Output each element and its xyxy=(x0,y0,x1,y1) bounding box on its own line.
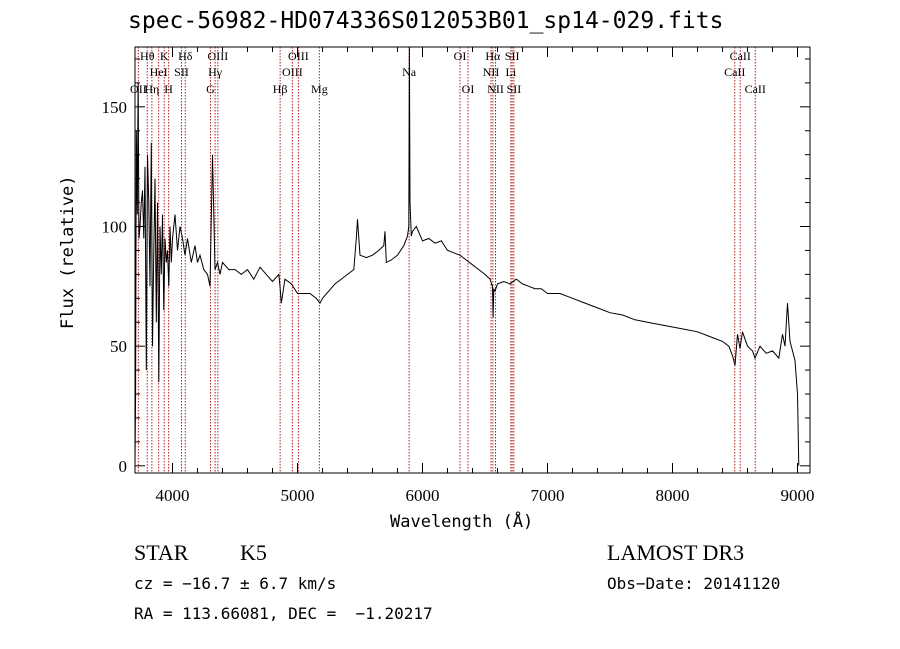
line-label: G xyxy=(206,82,215,96)
y-tick-label: 50 xyxy=(110,337,127,356)
chart-title: spec-56982-HD074336S012053B01_sp14-029.f… xyxy=(128,8,724,34)
x-tick-label: 5000 xyxy=(281,486,315,505)
line-label: OIII xyxy=(288,49,309,63)
y-axis-label: Flux (relative) xyxy=(58,175,78,329)
line-label: CaII xyxy=(724,65,745,79)
line-label: NII xyxy=(487,82,504,96)
survey-name: LAMOST DR3 xyxy=(607,540,745,565)
y-tick-label: 100 xyxy=(102,217,128,236)
line-labels: OIIHθHηHeIKHSIIHδGHγOIIIHβOIIIOIIIMgNaOI… xyxy=(130,49,766,96)
redshift-velocity: cz = −16.7 ± 6.7 km/s xyxy=(134,574,337,593)
x-tick-label: 6000 xyxy=(406,486,440,505)
line-label: SII xyxy=(174,65,189,79)
line-label: OII xyxy=(130,82,147,96)
line-label: NII xyxy=(483,65,500,79)
line-label: CaII xyxy=(730,49,751,63)
line-label: Mg xyxy=(311,82,328,96)
line-label: CaII xyxy=(745,82,766,96)
line-label: OI xyxy=(454,49,467,63)
observation-date: Obs−Date: 20141120 xyxy=(607,574,781,593)
line-label: Hγ xyxy=(208,65,223,79)
line-label: OIII xyxy=(208,49,229,63)
line-label: OIII xyxy=(282,65,303,79)
line-label: SII xyxy=(507,82,522,96)
line-label: H xyxy=(164,82,173,96)
line-label: Li xyxy=(506,65,517,79)
plot-frame xyxy=(134,46,811,474)
object-class: STAR xyxy=(134,540,189,565)
y-axis-ticks: 0 50 100 150 xyxy=(102,58,810,476)
x-tick-label: 9000 xyxy=(781,486,815,505)
x-tick-label: 7000 xyxy=(531,486,565,505)
line-markers xyxy=(137,47,756,473)
spectrum-line xyxy=(134,46,800,466)
line-label: Na xyxy=(402,65,417,79)
line-label: HeI xyxy=(150,65,168,79)
line-label: K xyxy=(160,49,169,63)
object-subclass: K5 xyxy=(240,540,267,565)
x-tick-label: 8000 xyxy=(656,486,690,505)
x-axis-ticks: 4000 5000 6000 7000 8000 9000 xyxy=(156,47,815,505)
line-label: OI xyxy=(462,82,475,96)
x-axis-label: Wavelength (Å) xyxy=(390,512,534,532)
x-tick-label: 4000 xyxy=(156,486,190,505)
y-tick-label: 0 xyxy=(119,457,128,476)
line-label: SII xyxy=(505,49,520,63)
spectrum-series xyxy=(134,46,800,466)
line-label: Hδ xyxy=(178,49,193,63)
line-label: Hη xyxy=(144,82,159,96)
line-label: Hα xyxy=(485,49,501,63)
line-label: Hθ xyxy=(140,49,155,63)
ra-dec-coordinates: RA = 113.66081, DEC = −1.20217 xyxy=(134,604,433,623)
line-label: Hβ xyxy=(273,82,288,96)
y-tick-label: 150 xyxy=(102,98,128,117)
